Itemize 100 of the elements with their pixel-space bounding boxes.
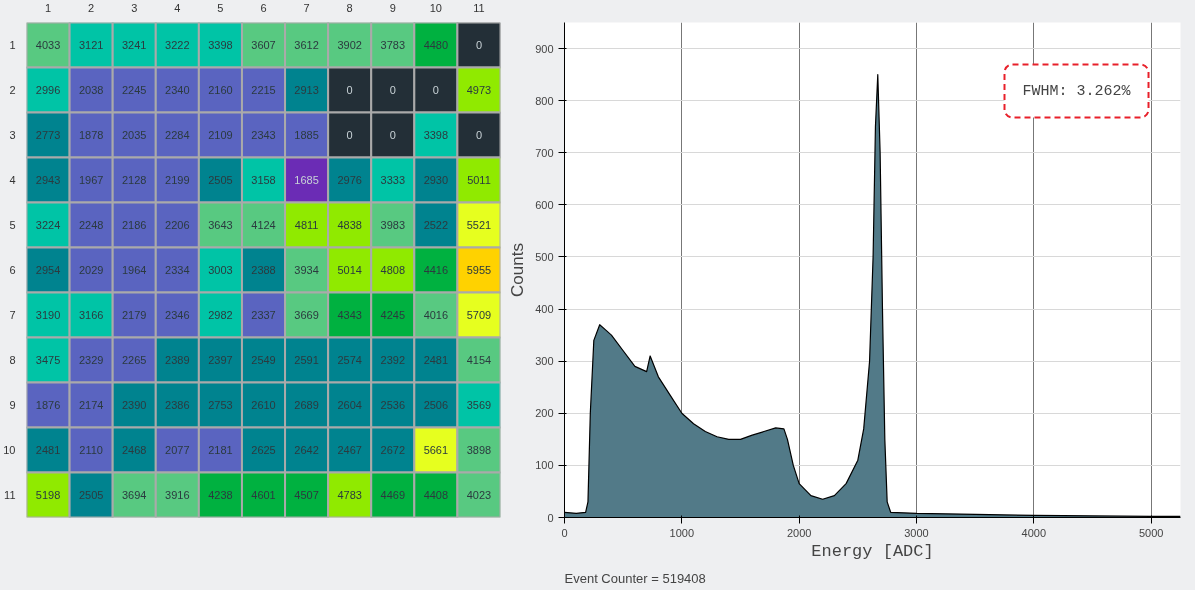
data-label: 2389 [165, 354, 190, 366]
y-tick-label: 9 [9, 399, 16, 411]
x-tick-label: 1 [44, 1, 52, 14]
data-label: 0 [432, 84, 439, 96]
data-label: 3916 [165, 489, 190, 501]
data-label: 2329 [78, 354, 104, 366]
data-label: 2954 [35, 264, 61, 276]
data-label: 2388 [251, 264, 276, 276]
data-label: 2077 [165, 444, 190, 456]
data-label: 3398 [423, 129, 449, 141]
y-tick-label: 200 [535, 407, 554, 420]
x-tick-label: 4 [174, 1, 181, 14]
data-label: 2265 [121, 354, 147, 366]
data-label: 2943 [35, 174, 61, 186]
data-label: 1964 [121, 264, 147, 276]
data-label: 4245 [380, 309, 406, 321]
data-label: 3224 [35, 219, 61, 231]
data-label: 5521 [466, 219, 492, 231]
annotation: FWHM: 3.262% [1022, 82, 1132, 100]
data-label: 4023 [466, 489, 492, 501]
data-label: 2481 [35, 444, 61, 456]
y-tick-label: 4 [9, 174, 16, 186]
data-label: 2481 [423, 354, 449, 366]
data-label: 3158 [251, 174, 276, 186]
x-tick-label: 3000 [904, 526, 929, 539]
data-label: 3166 [78, 309, 104, 321]
data-label: 5014 [337, 264, 362, 276]
y-tick-label: 800 [535, 94, 554, 107]
data-label: 4838 [337, 219, 362, 231]
x-tick-label: 10 [429, 1, 442, 14]
data-label: 4124 [251, 219, 276, 231]
data-label: 2029 [78, 264, 104, 276]
y-tick-label: 1 [9, 39, 16, 51]
data-label: 2976 [337, 174, 362, 186]
data-label: 5011 [467, 174, 491, 186]
data-label: 2625 [251, 444, 276, 456]
data-label: 5709 [466, 309, 492, 321]
data-label: 2181 [208, 444, 233, 456]
data-label: 2186 [121, 219, 147, 231]
data-label: 2753 [208, 399, 233, 411]
data-label: 0 [475, 129, 483, 141]
data-label: 4480 [423, 39, 449, 51]
data-label: 2245 [121, 84, 147, 96]
data-label: 3121 [78, 39, 104, 51]
data-label: 2689 [294, 399, 319, 411]
data-label: 2930 [423, 174, 449, 186]
x-tick-label: 5 [217, 1, 224, 14]
data-label: 2346 [165, 309, 190, 321]
data-label: 2334 [165, 264, 190, 276]
y-tick-label: 10 [3, 444, 16, 456]
y-tick-label: 300 [535, 355, 554, 368]
data-label: 2284 [165, 129, 190, 141]
data-label: 3475 [35, 354, 61, 366]
data-label: 3902 [337, 39, 362, 51]
y-tick-label: 500 [535, 250, 554, 263]
data-label: 3003 [208, 264, 233, 276]
data-label: 0 [389, 84, 396, 96]
y-tick-label: 3 [9, 129, 16, 141]
data-label: 3569 [466, 399, 492, 411]
y-tick-label: 7 [9, 309, 16, 321]
data-label: 1885 [294, 129, 319, 141]
data-label: 4601 [251, 489, 276, 501]
x-tick-label: 1000 [669, 526, 695, 539]
data-label: 2386 [165, 399, 190, 411]
data-label: 2248 [78, 219, 104, 231]
data-label: 3222 [165, 39, 190, 51]
y-tick-label: 8 [9, 354, 16, 366]
data-label: 4343 [337, 309, 362, 321]
data-label: 3190 [35, 309, 61, 321]
data-label: 2505 [78, 489, 104, 501]
data-label: 5661 [423, 444, 449, 456]
y-tick-label: 600 [535, 198, 554, 211]
x-tick-label: 3 [131, 1, 138, 14]
data-label: 2574 [337, 354, 362, 366]
x-tick-label: 6 [260, 1, 267, 14]
x-tick-label: 8 [346, 1, 353, 14]
y-tick-label: 0 [547, 511, 554, 524]
data-label: 0 [389, 129, 396, 141]
data-label: 2038 [78, 84, 104, 96]
y-tick-label: 2 [9, 84, 16, 96]
data-label: 2174 [78, 399, 104, 411]
data-label: 3241 [121, 39, 147, 51]
data-label: 0 [346, 84, 353, 96]
data-label: 4469 [380, 489, 406, 501]
data-label: 4408 [423, 489, 449, 501]
data-label: 1685 [294, 174, 319, 186]
data-label: 2591 [294, 354, 319, 366]
data-label: 3669 [294, 309, 319, 321]
data-label: 5955 [466, 264, 492, 276]
data-label: 4416 [423, 264, 449, 276]
data-label: 3612 [294, 39, 319, 51]
data-label: 5198 [35, 489, 61, 501]
data-label: 2397 [208, 354, 233, 366]
data-label: 2392 [380, 354, 406, 366]
data-label: 2337 [251, 309, 276, 321]
data-label: 4808 [380, 264, 406, 276]
x-tick-label: 0 [561, 526, 568, 539]
data-label: 2506 [423, 399, 449, 411]
x-tick-label: 11 [473, 1, 485, 14]
data-label: 3607 [251, 39, 276, 51]
